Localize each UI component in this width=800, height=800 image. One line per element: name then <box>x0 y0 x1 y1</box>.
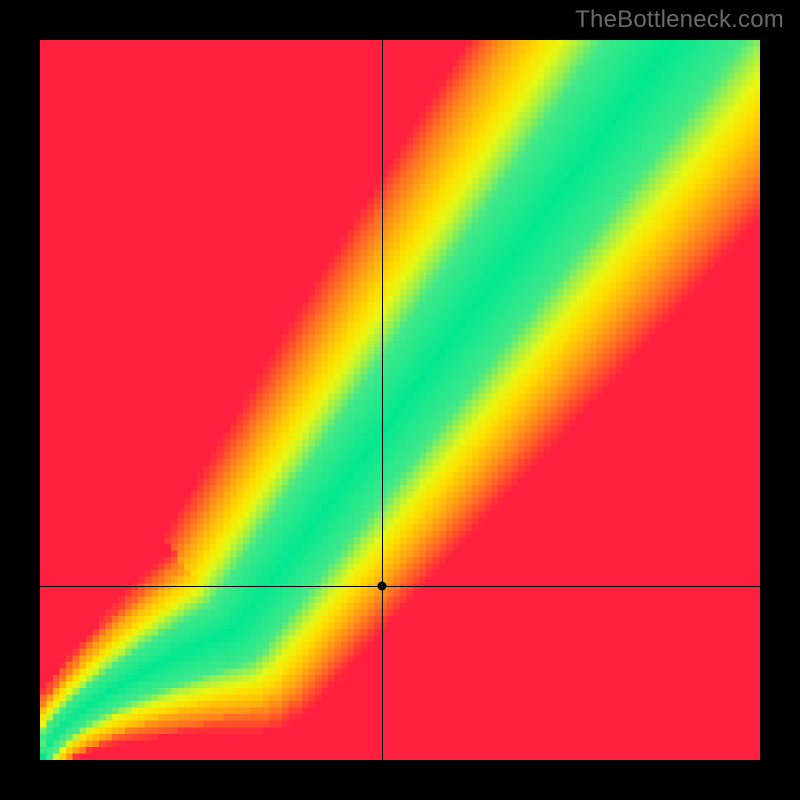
crosshair-marker <box>378 581 387 590</box>
watermark-text: TheBottleneck.com <box>575 6 784 34</box>
crosshair-horizontal <box>40 586 760 587</box>
heatmap-plot-area <box>40 40 760 760</box>
crosshair-vertical <box>382 40 383 760</box>
heatmap-canvas <box>40 40 760 760</box>
